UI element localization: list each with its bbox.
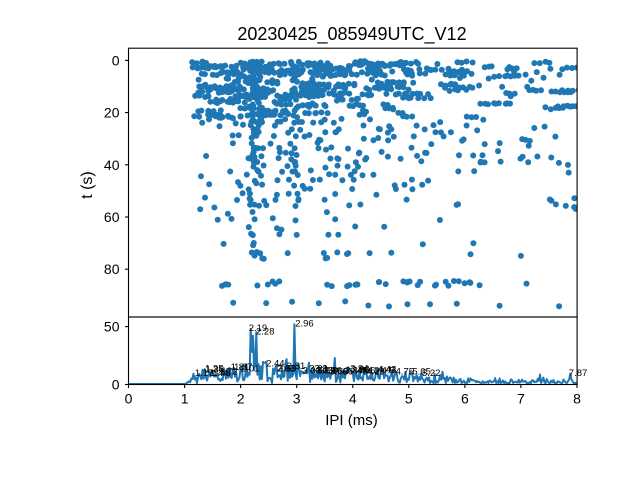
svg-text:60: 60 (104, 209, 120, 225)
svg-text:5.05: 5.05 (412, 367, 431, 378)
svg-text:IPI (ms): IPI (ms) (325, 412, 378, 429)
svg-text:5.22: 5.22 (422, 368, 441, 379)
svg-text:2.81: 2.81 (287, 361, 306, 372)
svg-text:5: 5 (405, 391, 413, 407)
svg-text:1.17: 1.17 (195, 368, 214, 379)
svg-text:4.06: 4.06 (357, 366, 376, 377)
svg-text:1.72: 1.72 (219, 367, 238, 378)
svg-text:3.35: 3.35 (317, 366, 336, 377)
svg-text:7.87: 7.87 (569, 368, 588, 379)
svg-text:4.13: 4.13 (361, 366, 380, 377)
svg-text:3.66: 3.66 (335, 367, 354, 378)
svg-text:4.23: 4.23 (366, 367, 385, 378)
svg-text:50: 50 (104, 319, 120, 335)
svg-text:0: 0 (112, 377, 120, 393)
svg-text:2: 2 (237, 391, 245, 407)
svg-text:2.96: 2.96 (295, 319, 314, 330)
svg-text:1.48: 1.48 (212, 368, 231, 379)
svg-text:1.35: 1.35 (205, 363, 224, 374)
svg-text:1.36: 1.36 (206, 364, 225, 375)
svg-text:6: 6 (461, 391, 469, 407)
svg-text:4.75: 4.75 (396, 367, 415, 378)
svg-text:2.19: 2.19 (249, 323, 268, 334)
svg-text:1.87: 1.87 (234, 362, 253, 373)
svg-text:40: 40 (104, 157, 120, 173)
svg-text:3.96: 3.96 (351, 364, 370, 375)
svg-text:2.63: 2.63 (277, 363, 296, 374)
svg-text:1: 1 (181, 391, 189, 407)
svg-text:3: 3 (293, 391, 301, 407)
svg-text:7: 7 (517, 391, 525, 407)
svg-text:2.28: 2.28 (256, 327, 275, 338)
svg-text:3.46: 3.46 (323, 366, 342, 377)
svg-text:20: 20 (104, 105, 120, 121)
svg-text:4: 4 (349, 391, 357, 407)
svg-text:3.39: 3.39 (319, 366, 338, 377)
svg-text:2.65: 2.65 (278, 363, 297, 374)
svg-text:0: 0 (125, 391, 133, 407)
svg-text:3.58: 3.58 (330, 367, 349, 378)
svg-text:3.94: 3.94 (350, 363, 369, 374)
svg-text:3.09: 3.09 (303, 366, 322, 377)
svg-text:80: 80 (104, 261, 120, 277)
svg-text:3.84: 3.84 (345, 366, 364, 377)
svg-text:4.43: 4.43 (378, 364, 397, 375)
svg-text:4.44: 4.44 (378, 364, 397, 375)
svg-text:1.44: 1.44 (210, 368, 229, 379)
svg-text:t (s): t (s) (79, 171, 96, 199)
svg-text:8: 8 (573, 391, 581, 407)
svg-text:3.3: 3.3 (314, 363, 327, 374)
svg-text:4.5: 4.5 (382, 366, 395, 377)
svg-text:3.21: 3.21 (309, 363, 328, 374)
svg-text:2.01: 2.01 (241, 363, 260, 374)
svg-text:20230425_085949UTC_V12: 20230425_085949UTC_V12 (237, 24, 466, 45)
svg-text:0: 0 (112, 52, 120, 68)
svg-text:2.44: 2.44 (266, 359, 285, 370)
svg-text:1.81: 1.81 (231, 362, 250, 373)
